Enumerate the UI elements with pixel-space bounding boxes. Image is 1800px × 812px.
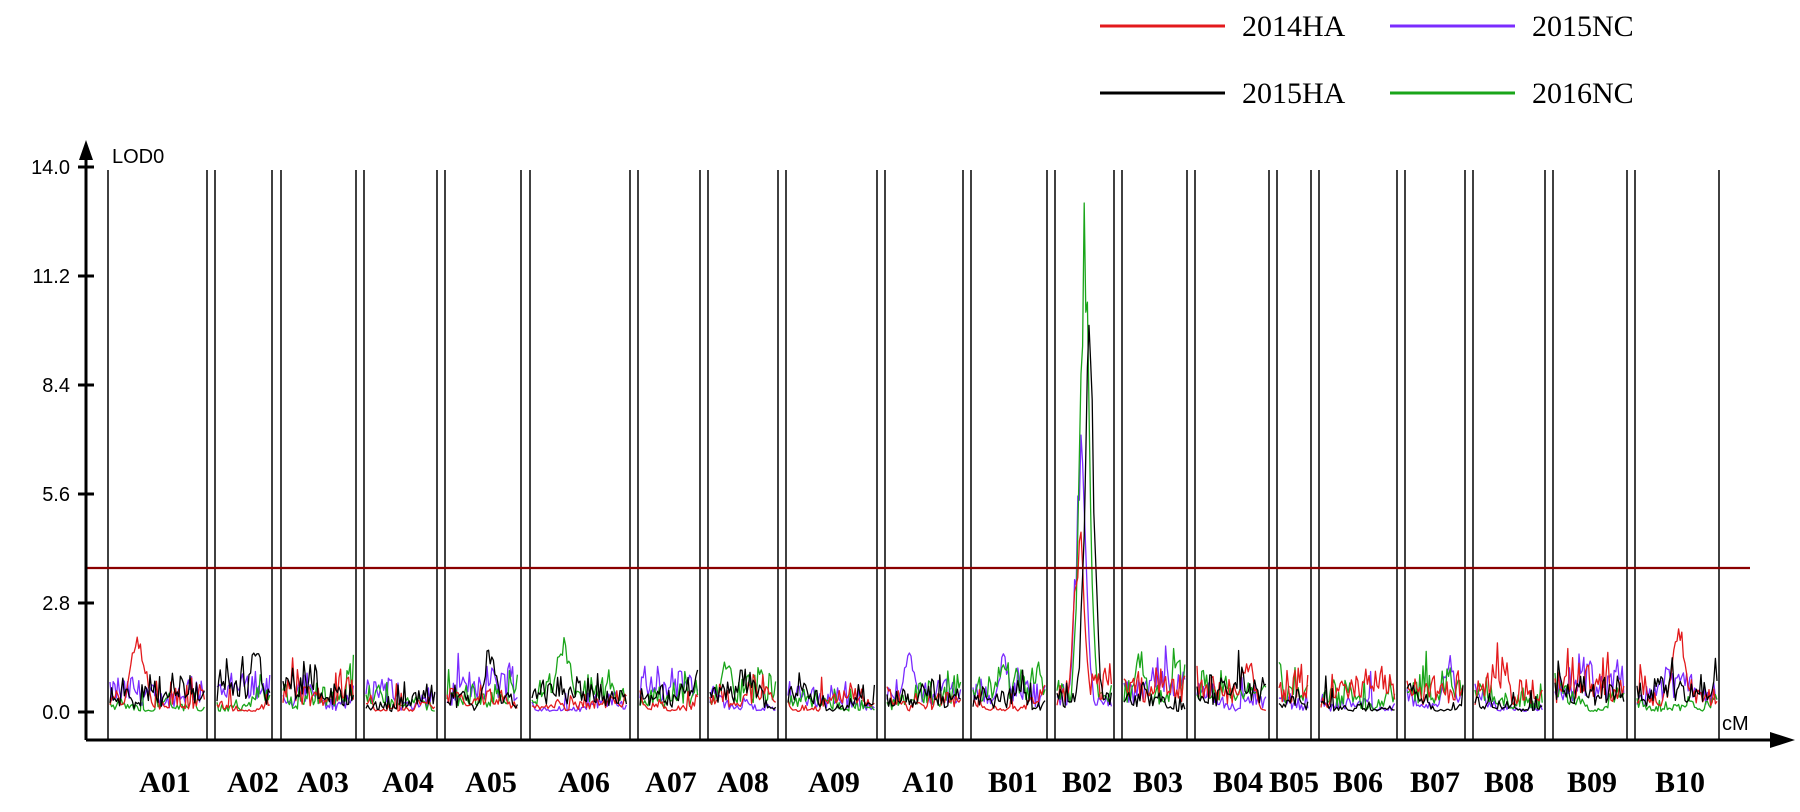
lod-trace-2014HA-A02 [216, 683, 270, 712]
chromosome-label-B04: B04 [1213, 766, 1263, 799]
chromosome-label-B01: B01 [988, 766, 1038, 799]
lod-trace-2015HA-B06 [1320, 675, 1395, 712]
lod-trace-2015HA-B08 [1474, 689, 1543, 712]
chromosome-boundaries [107, 170, 1720, 740]
lod-trace-2014HA-B05 [1278, 663, 1309, 704]
chromosome-label-B02: B02 [1062, 766, 1112, 799]
lod-trace-2015HA-A09 [787, 672, 876, 712]
lod-trace-2015NC-B07 [1406, 654, 1464, 709]
lod-trace-2015NC-B05 [1278, 692, 1309, 711]
chromosome-label-A08: A08 [717, 766, 769, 799]
chromosome-label-B09: B09 [1567, 766, 1617, 799]
lod-trace-2015NC-B02 [1056, 434, 1113, 707]
lod-trace-2016NC-B05 [1278, 662, 1309, 704]
chromosome-label-A01: A01 [139, 766, 191, 799]
chromosome-label-B07: B07 [1410, 766, 1460, 799]
legend-item-2016NC: 2016NC [1390, 77, 1634, 110]
lod-trace-2014HA-A07 [639, 690, 699, 712]
chromosome-label-A06: A06 [558, 766, 610, 799]
lod-trace-2015HA-A04 [365, 681, 436, 713]
lod-trace-2014HA-B02 [1056, 531, 1113, 706]
legend-label: 2015HA [1242, 77, 1346, 110]
x-axis-title: cM [1722, 713, 1749, 735]
y-tick-labels: 0.0 2.8 5.6 8.4 11.2 14.0 [31, 157, 94, 724]
lod-trace-2016NC-A06 [531, 636, 627, 706]
chromosome-label-B05: B05 [1269, 766, 1319, 799]
y-axis-title: LOD0 [112, 146, 164, 168]
chromosome-label-A04: A04 [382, 766, 434, 799]
lod-trace-2015HA-B09 [1554, 660, 1625, 706]
lod-trace-2014HA-B09 [1554, 647, 1625, 704]
lod-trace-2014HA-A05 [446, 684, 518, 709]
lod-trace-2015HA-B01 [972, 669, 1046, 711]
x-axis-arrow [1770, 732, 1795, 748]
lod-trace-2015HA-A01 [109, 672, 205, 710]
lod-trace-2014HA-B10 [1636, 628, 1718, 707]
lod-trace-2015NC-A08 [709, 685, 776, 712]
chromosome-labels: A01 A02 A03 A04 A05 A06 A07 A08 A09 A10 B01 B02 B03 B… [139, 766, 1705, 799]
chromosome-label-A03: A03 [297, 766, 349, 799]
lod-trace-2015HA-A03 [282, 660, 355, 707]
y-axis-arrow [79, 140, 93, 160]
legend-item-2015HA: 2015HA [1100, 77, 1346, 110]
lod-trace-2015HA-B03 [1123, 681, 1186, 712]
lod-trace-2014HA-B06 [1320, 665, 1396, 709]
lod-trace-2015NC-A02 [216, 670, 271, 700]
lod-trace-2015HA-A06 [531, 672, 628, 707]
lod-trace-2016NC-B10 [1636, 693, 1718, 712]
y-tick-label: 11.2 [33, 266, 70, 288]
lod-trace-2014HA-A01 [109, 636, 206, 710]
lod-trace-2015HA-A10 [886, 674, 961, 709]
lod-trace-2014HA-A10 [886, 686, 962, 712]
lod-trace-2014HA-A08 [709, 673, 776, 708]
chromosome-label-A02: A02 [227, 766, 279, 799]
lod-trace-2015HA-A08 [709, 668, 777, 710]
lod-trace-2014HA-A09 [787, 676, 875, 712]
lod-trace-2015HA-A05 [446, 649, 518, 711]
lod-trace-2014HA-B07 [1406, 670, 1464, 706]
legend-label: 2014HA [1242, 10, 1346, 43]
legend-label: 2016NC [1532, 77, 1634, 110]
lod-trace-2016NC-B02 [1056, 202, 1113, 704]
lod-trace-2014HA-B03 [1123, 667, 1186, 703]
y-tick-label: 0.0 [42, 702, 70, 724]
y-tick-label: 8.4 [42, 375, 70, 397]
lod-trace-2016NC-B09 [1554, 673, 1625, 712]
axes: LOD0 cM [79, 140, 1795, 748]
lod-trace-2015HA-B04 [1196, 649, 1267, 707]
lod-trace-2016NC-A09 [787, 688, 875, 712]
legend: 2014HA 2015NC 2015HA 2016NC [1100, 10, 1634, 110]
y-tick-label: 5.6 [42, 484, 70, 506]
chromosome-label-B06: B06 [1333, 766, 1383, 799]
chromosome-label-A09: A09 [808, 766, 860, 799]
lod-trace-2015HA-A07 [639, 669, 699, 708]
chromosome-label-A07: A07 [645, 766, 697, 799]
y-tick-label: 14.0 [31, 157, 70, 179]
legend-item-2014HA: 2014HA [1100, 10, 1346, 43]
lod-trace-2015HA-B05 [1278, 689, 1309, 711]
legend-label: 2015NC [1532, 10, 1634, 43]
lod-trace-2014HA-B08 [1474, 642, 1543, 706]
lod-trace-2014HA-B01 [972, 684, 1046, 712]
chromosome-label-B08: B08 [1484, 766, 1534, 799]
chromosome-label-B10: B10 [1655, 766, 1705, 799]
lod-trace-2015HA-B10 [1636, 657, 1718, 707]
lod-traces [109, 202, 1718, 713]
y-tick-label: 2.8 [42, 593, 70, 615]
lod-trace-2015HA-B07 [1406, 682, 1464, 712]
lod-trace-2015HA-A02 [216, 652, 271, 705]
chromosome-label-B03: B03 [1133, 766, 1183, 799]
chromosome-label-A10: A10 [902, 766, 954, 799]
legend-item-2015NC: 2015NC [1390, 10, 1634, 43]
chromosome-label-A05: A05 [465, 766, 517, 799]
lod-trace-2015HA-B02 [1056, 324, 1113, 709]
